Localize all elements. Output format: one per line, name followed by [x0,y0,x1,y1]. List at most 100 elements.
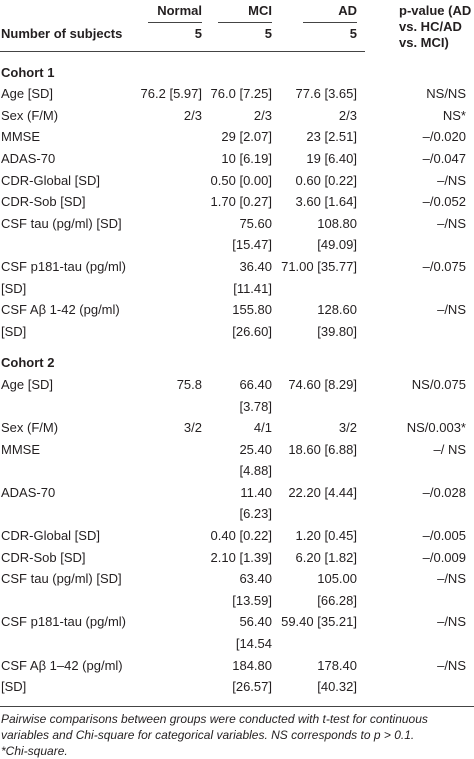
cell: 1.70 [0.27] [210,194,272,210]
data-row: CDR-Sob [SD] 1.70 [0.27] 3.60 [1.64] –/0.05… [0,191,474,213]
cell: 1.20 [0.45] [295,528,357,544]
cell: –/NS [437,614,466,630]
section-title: Cohort 2 [1,355,55,371]
cell: 2/3 [183,107,202,123]
cell: 178.40 [40.32] [317,657,357,695]
data-row: ADAS-70 10 [6.19] 19 [6.40] –/0.047 [0,148,474,170]
cell: –/NS [437,302,466,318]
cell: –/0.052 [422,194,466,210]
cell: 128.60 [39.80] [317,302,357,339]
cell: 59.40 [35.21] [281,614,357,630]
cell: 155.80 [26.60] [232,302,272,339]
cell: 108.80 [49.09] [317,215,357,253]
cell: 184.80 [26.57] [232,657,272,695]
subjects-row: Number of subjects 5 5 5 [0,21,474,52]
cell: 36.40 [11.41] [233,258,272,296]
row-label: CSF Aβ 1-42 (pg/ml) [SD] [1,302,120,339]
row-label: ADAS-70 [1,484,56,500]
cell: –/0.020 [422,129,466,145]
column-header: MCI [248,3,272,18]
cell: 3/2 [183,420,202,436]
cell: –/0.005 [422,528,466,544]
cell [140,126,210,148]
cell: 11.40 [6.23] [239,484,272,522]
row-label: CSF tau (pg/ml) [SD] [1,571,122,587]
cell [140,547,210,569]
data-row: Age [SD] 75.8 66.40 [3.78] 74.60 [8.29] NS/0… [0,374,474,417]
cell [140,655,210,698]
subjects-count: 5 [303,21,357,45]
data-row: CSF tau (pg/ml) [SD] 75.60 [15.47] 108.80 … [0,213,474,256]
cell: 19 [6.40] [306,150,357,166]
row-label: Sex (F/M) [1,107,59,123]
data-row: Sex (F/M) 3/2 4/1 3/2 NS/0.003* [0,417,474,439]
cell: 76.0 [7.25] [210,86,272,102]
cell: 25.40 [4.88] [239,441,272,479]
cell: 5 [140,21,210,52]
cell: –/NS [437,571,466,587]
cell: 23 [2.51] [306,129,357,145]
cell: –/NS [437,215,466,231]
cell: –/0.009 [422,549,466,565]
cell: 22.20 [4.44] [288,484,357,500]
cell [140,191,210,213]
cell: –/0.028 [422,484,466,500]
cell: 66.40 [3.78] [239,376,272,414]
table-body: Cohort 1 Age [SD] 76.2 [5.97] 76.0 [7.25] 77… [0,51,474,698]
data-row: MMSE 29 [2.07] 23 [2.51] –/0.020 [0,126,474,148]
cell: 0.40 [0.22] [210,528,272,544]
data-row: ADAS-70 11.40 [6.23] 22.20 [4.44] –/0.028 [0,482,474,525]
cell [140,148,210,170]
cell: NS/0.003* [406,420,466,436]
cell: 105.00 [66.28] [317,571,357,608]
table: Normal MCI AD p-value (AD vs. HC/AD vs. … [0,0,474,698]
data-row: CSF Aβ 1–42 (pg/ml) [SD] 184.80 [26.57] 17… [0,655,474,698]
cell: –/NS [437,657,466,673]
row-label: ADAS-70 [1,150,56,166]
cell: 4/1 [253,420,272,436]
cell: 3/2 [338,420,357,436]
subjects-count: 5 [148,21,202,45]
data-row: MMSE 25.40 [4.88] 18.60 [6.88] –/ NS [0,439,474,482]
cell [140,170,210,192]
page: Normal MCI AD p-value (AD vs. HC/AD vs. … [0,3,474,758]
cell: –/NS [437,172,466,188]
cell [140,213,210,256]
cell: NS/0.075 [411,376,466,392]
cell: 71.00 [35.77] [281,258,357,274]
cell: 3.60 [1.64] [295,194,357,210]
column-header: Normal [157,3,202,18]
data-row: CDR-Sob [SD] 2.10 [1.39] 6.20 [1.82] –/0.00… [0,547,474,569]
cell [140,299,210,342]
cell [140,439,210,482]
row-label: CSF Aβ 1–42 (pg/ml) [SD] [1,657,123,695]
cell: 75.60 [15.47] [232,215,272,253]
data-row: CSF p181-tau (pg/ml) 56.40 [14.54 59.40 [3… [0,611,474,654]
cell: 2/3 [253,107,272,123]
cell: NS/NS [426,86,466,102]
row-label: MMSE [1,441,40,457]
table-header: Normal MCI AD p-value (AD vs. HC/AD vs. … [0,0,474,52]
cell: 74.60 [8.29] [288,376,357,392]
row-label: Age [SD] [1,86,54,102]
cell: 29 [2.07] [221,129,272,145]
data-row: CSF tau (pg/ml) [SD] 63.40 [13.59] 105.00 … [0,568,474,611]
section-row: Cohort 1 [0,51,474,83]
cell: –/0.075 [422,258,466,274]
cell: –/ NS [433,441,466,457]
subjects-count: 5 [218,21,272,45]
cell: 63.40 [13.59] [232,571,272,608]
cell: NS* [442,107,466,123]
cell: 6.20 [1.82] [295,549,357,565]
row-label: CSF p181-tau (pg/ml) [SD] [1,258,126,296]
row-label: MMSE [1,129,40,145]
cell: 77.6 [3.65] [295,86,357,102]
subjects-label: Number of subjects [0,21,140,52]
cell: 56.40 [14.54 [235,614,272,652]
data-row: CSF p181-tau (pg/ml) [SD] 36.40 [11.41] 71… [0,256,474,299]
footnote-line: Pairwise comparisons between groups were… [1,711,428,742]
footnote: Pairwise comparisons between groups were… [0,705,474,759]
header-cell [0,0,140,22]
data-row: Sex (F/M) 2/3 2/3 2/3 NS* [0,105,474,127]
cell: –/0.047 [422,150,466,166]
